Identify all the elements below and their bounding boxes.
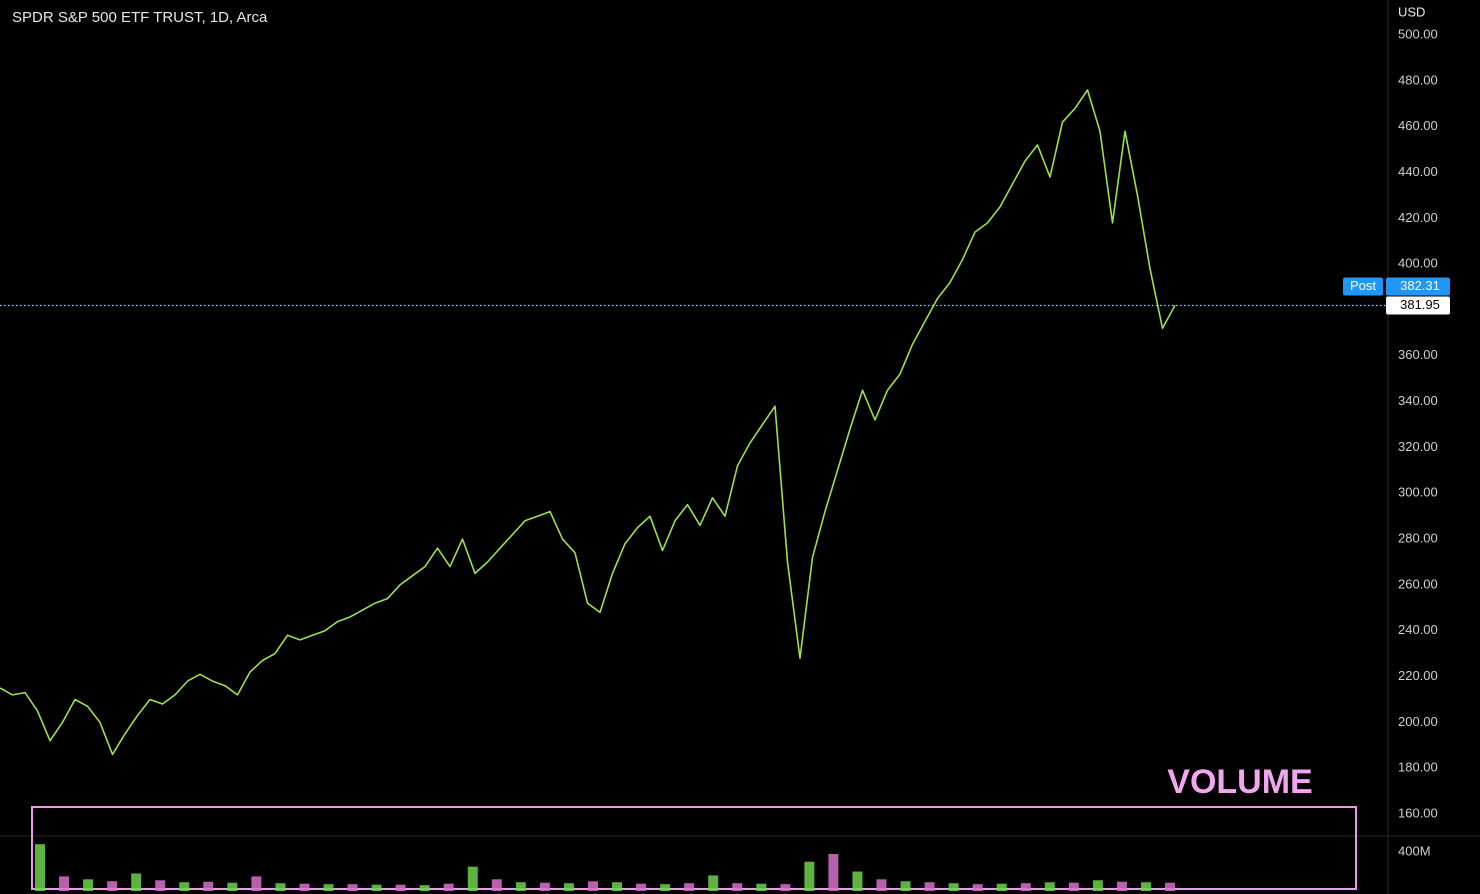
y-tick-label: 280.00 bbox=[1398, 531, 1438, 546]
volume-bar bbox=[107, 881, 118, 891]
volume-bar bbox=[59, 876, 70, 891]
volume-bar bbox=[371, 884, 382, 891]
y-tick-label: 220.00 bbox=[1398, 668, 1438, 683]
y-tick-label: 500.00 bbox=[1398, 26, 1438, 41]
post-price-label: 382.31 bbox=[1400, 278, 1440, 293]
volume-bar bbox=[1116, 881, 1127, 891]
volume-bar bbox=[347, 884, 358, 891]
y-tick-label: 320.00 bbox=[1398, 439, 1438, 454]
last-price-box bbox=[1386, 296, 1450, 315]
volume-bar bbox=[852, 871, 863, 891]
volume-bar bbox=[972, 884, 983, 891]
volume-bar bbox=[948, 883, 959, 891]
volume-bar bbox=[515, 882, 526, 891]
chart-title: SPDR S&P 500 ETF TRUST, 1D, Arca bbox=[12, 9, 268, 26]
y-tick-label: 440.00 bbox=[1398, 164, 1438, 179]
y-tick-label: 240.00 bbox=[1398, 622, 1438, 637]
volume-bar bbox=[780, 884, 791, 891]
volume-bar bbox=[539, 882, 550, 891]
volume-bar bbox=[227, 882, 238, 891]
volume-bar bbox=[636, 883, 647, 891]
volume-bar bbox=[1068, 882, 1079, 891]
volume-bar bbox=[1165, 882, 1175, 891]
volume-bar bbox=[612, 882, 623, 891]
post-tag-box bbox=[1343, 277, 1383, 296]
volume-bar bbox=[732, 883, 743, 891]
volume-bar bbox=[660, 884, 671, 891]
volume-bar bbox=[587, 881, 598, 891]
volume-bar bbox=[443, 883, 454, 891]
volume-bar bbox=[1092, 880, 1103, 891]
volume-bar bbox=[155, 880, 166, 891]
volume-bar bbox=[804, 861, 815, 891]
volume-bar bbox=[563, 883, 574, 891]
y-tick-label: 400.00 bbox=[1398, 256, 1438, 271]
volume-bar bbox=[203, 881, 214, 891]
volume-bar bbox=[179, 882, 190, 891]
volume-bar bbox=[251, 876, 262, 891]
volume-bar bbox=[467, 866, 478, 891]
volume-bar bbox=[684, 883, 695, 891]
volume-bar bbox=[491, 879, 502, 891]
y-tick-label: 420.00 bbox=[1398, 210, 1438, 225]
volume-bar bbox=[876, 879, 887, 891]
volume-bar bbox=[131, 873, 142, 891]
volume-bar bbox=[756, 883, 767, 891]
volume-bar bbox=[323, 884, 334, 891]
volume-bar bbox=[275, 883, 286, 891]
volume-bar bbox=[708, 875, 719, 891]
y-tick-label: 180.00 bbox=[1398, 760, 1438, 775]
volume-bar bbox=[1020, 883, 1031, 891]
volume-bar bbox=[1044, 882, 1055, 891]
post-price-box bbox=[1386, 277, 1450, 296]
y-tick-label: 360.00 bbox=[1398, 347, 1438, 362]
volume-bar bbox=[828, 853, 839, 891]
y-tick-label: 340.00 bbox=[1398, 393, 1438, 408]
post-tag-label: Post bbox=[1350, 278, 1376, 293]
y-tick-label: 300.00 bbox=[1398, 485, 1438, 500]
y-tick-label: 260.00 bbox=[1398, 576, 1438, 591]
volume-bar bbox=[996, 883, 1007, 891]
volume-annotation: VOLUME bbox=[1167, 763, 1312, 801]
volume-bar bbox=[924, 882, 935, 891]
volume-bar bbox=[35, 844, 45, 891]
volume-bar bbox=[395, 884, 406, 891]
y-tick-label: 460.00 bbox=[1398, 118, 1438, 133]
price-line bbox=[0, 89, 1176, 756]
y-tick-label: 480.00 bbox=[1398, 72, 1438, 87]
y-tick-label: 200.00 bbox=[1398, 714, 1438, 729]
volume-bar bbox=[299, 883, 310, 891]
volume-bar bbox=[419, 885, 430, 891]
volume-bar bbox=[1140, 882, 1151, 891]
axis-unit: USD bbox=[1398, 4, 1425, 19]
y-tick-label: 160.00 bbox=[1398, 805, 1438, 820]
y-tick-label: 400M bbox=[1398, 843, 1431, 858]
last-price-label: 381.95 bbox=[1400, 297, 1440, 312]
volume-bar bbox=[900, 881, 911, 891]
volume-bar bbox=[83, 879, 94, 891]
